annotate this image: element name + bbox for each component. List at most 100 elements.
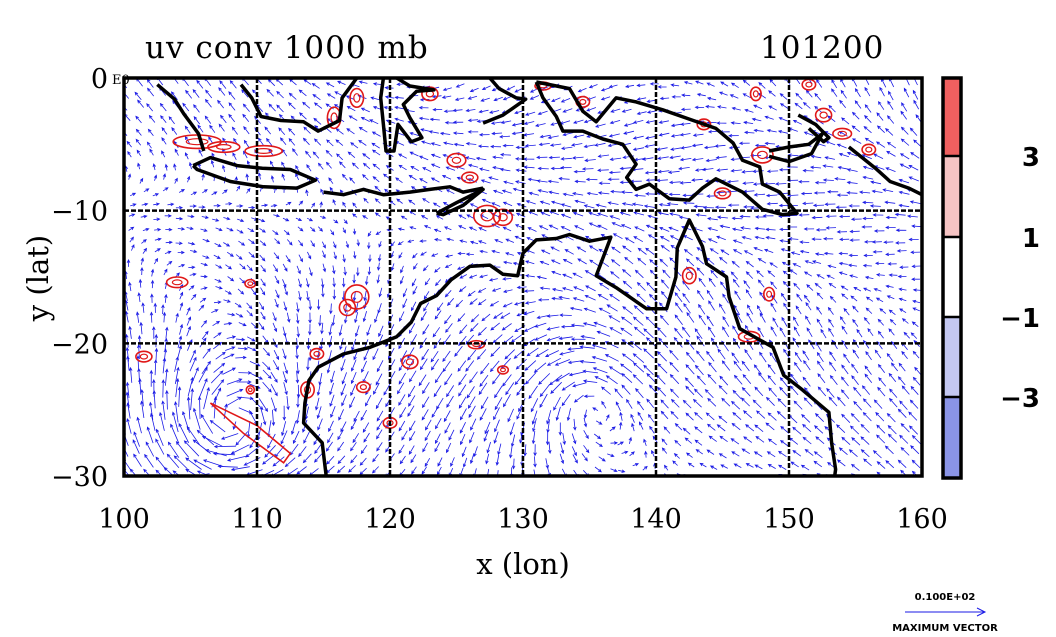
wind-vector [865,350,872,361]
contour-line [309,347,325,361]
wind-vector [358,126,368,133]
wind-vector [444,290,452,298]
wind-vector [876,434,886,444]
wind-vector [634,226,645,232]
wind-vector [183,440,200,457]
wind-vector [618,421,623,430]
contour-line [209,402,292,464]
wind-vector [643,204,656,209]
wind-vector [445,254,453,258]
wind-vector [828,318,834,328]
wind-vector [330,406,336,419]
wind-vector [829,351,836,362]
wind-vector [721,397,731,407]
wind-vector [525,372,537,385]
wind-vector [298,89,307,97]
wind-vector [827,264,837,269]
wind-vector [325,149,333,157]
wind-vector [257,137,264,146]
wind-vector [298,200,304,206]
wind-vector [744,349,752,360]
wind-vector [227,276,235,282]
wind-vector [809,165,822,170]
wind-vector [610,259,621,267]
wind-vector [320,215,327,219]
wind-vector [695,449,704,455]
wind-vector [643,438,647,447]
wind-vector [523,157,535,161]
wind-vector [733,374,743,385]
wind-vector [527,227,537,232]
wind-vector [283,362,289,375]
wind-vector [707,373,717,384]
wind-vector [816,351,824,363]
wind-vector [434,442,441,453]
wind-vector [128,325,132,339]
wind-vector [489,110,500,114]
wind-vector [682,201,695,205]
wind-vector [428,130,439,134]
wind-vector [360,444,368,455]
wind-vector [743,120,754,125]
wind-vector [561,287,573,292]
wind-vector [166,453,180,468]
wind-vector [488,176,499,181]
wind-vector [230,466,250,471]
wind-vector [296,466,307,475]
wind-vector [598,456,606,462]
wind-vector [803,359,811,371]
wind-vector [888,90,894,101]
wind-vector [343,219,348,225]
wind-vector [412,263,418,270]
wind-vector [646,99,656,103]
wind-vector [202,347,211,359]
wind-vector [792,426,802,435]
wind-vector [872,250,883,254]
wind-vector [467,290,476,297]
wind-vector [201,435,223,447]
wind-vector [900,110,908,120]
wind-vector [851,375,859,385]
colorbar-band [943,397,961,478]
wind-vector [462,457,468,468]
wind-vector [213,332,222,339]
wind-vector [841,413,851,423]
wind-vector [262,347,271,357]
wind-vector [352,433,360,444]
wind-vector [548,478,551,486]
wind-vector [422,265,429,272]
wind-vector [341,372,347,385]
wind-vector [551,296,563,301]
wind-vector [313,453,323,463]
wind-vector [898,362,906,372]
wind-vector [274,238,281,245]
wind-vector [376,410,384,422]
colorbar-level-label: −1 [1000,304,1040,334]
wind-vector [311,202,316,208]
wind-vector [657,85,667,89]
wind-vector [443,226,452,231]
wind-vector [572,272,583,279]
wind-vector [367,231,372,237]
wind-vector [390,251,394,259]
wind-vector [261,203,269,208]
wind-vector [509,446,513,459]
wind-vector [759,291,766,301]
wind-vector [609,426,616,432]
wind-vector [550,259,561,265]
wind-vector [430,350,439,363]
wind-vector [502,277,512,281]
wind-vector [441,175,452,180]
wind-vector [376,274,380,284]
wind-vector [505,382,515,396]
wind-vector [546,410,552,425]
wind-vector [574,179,586,184]
wind-vector [767,270,776,278]
wind-vector [523,165,535,169]
wind-vector [226,378,243,385]
wind-vector [356,239,360,247]
wind-vector [479,214,489,220]
wind-vector [802,168,814,173]
wind-vector [205,89,213,99]
wind-vector [463,482,466,489]
